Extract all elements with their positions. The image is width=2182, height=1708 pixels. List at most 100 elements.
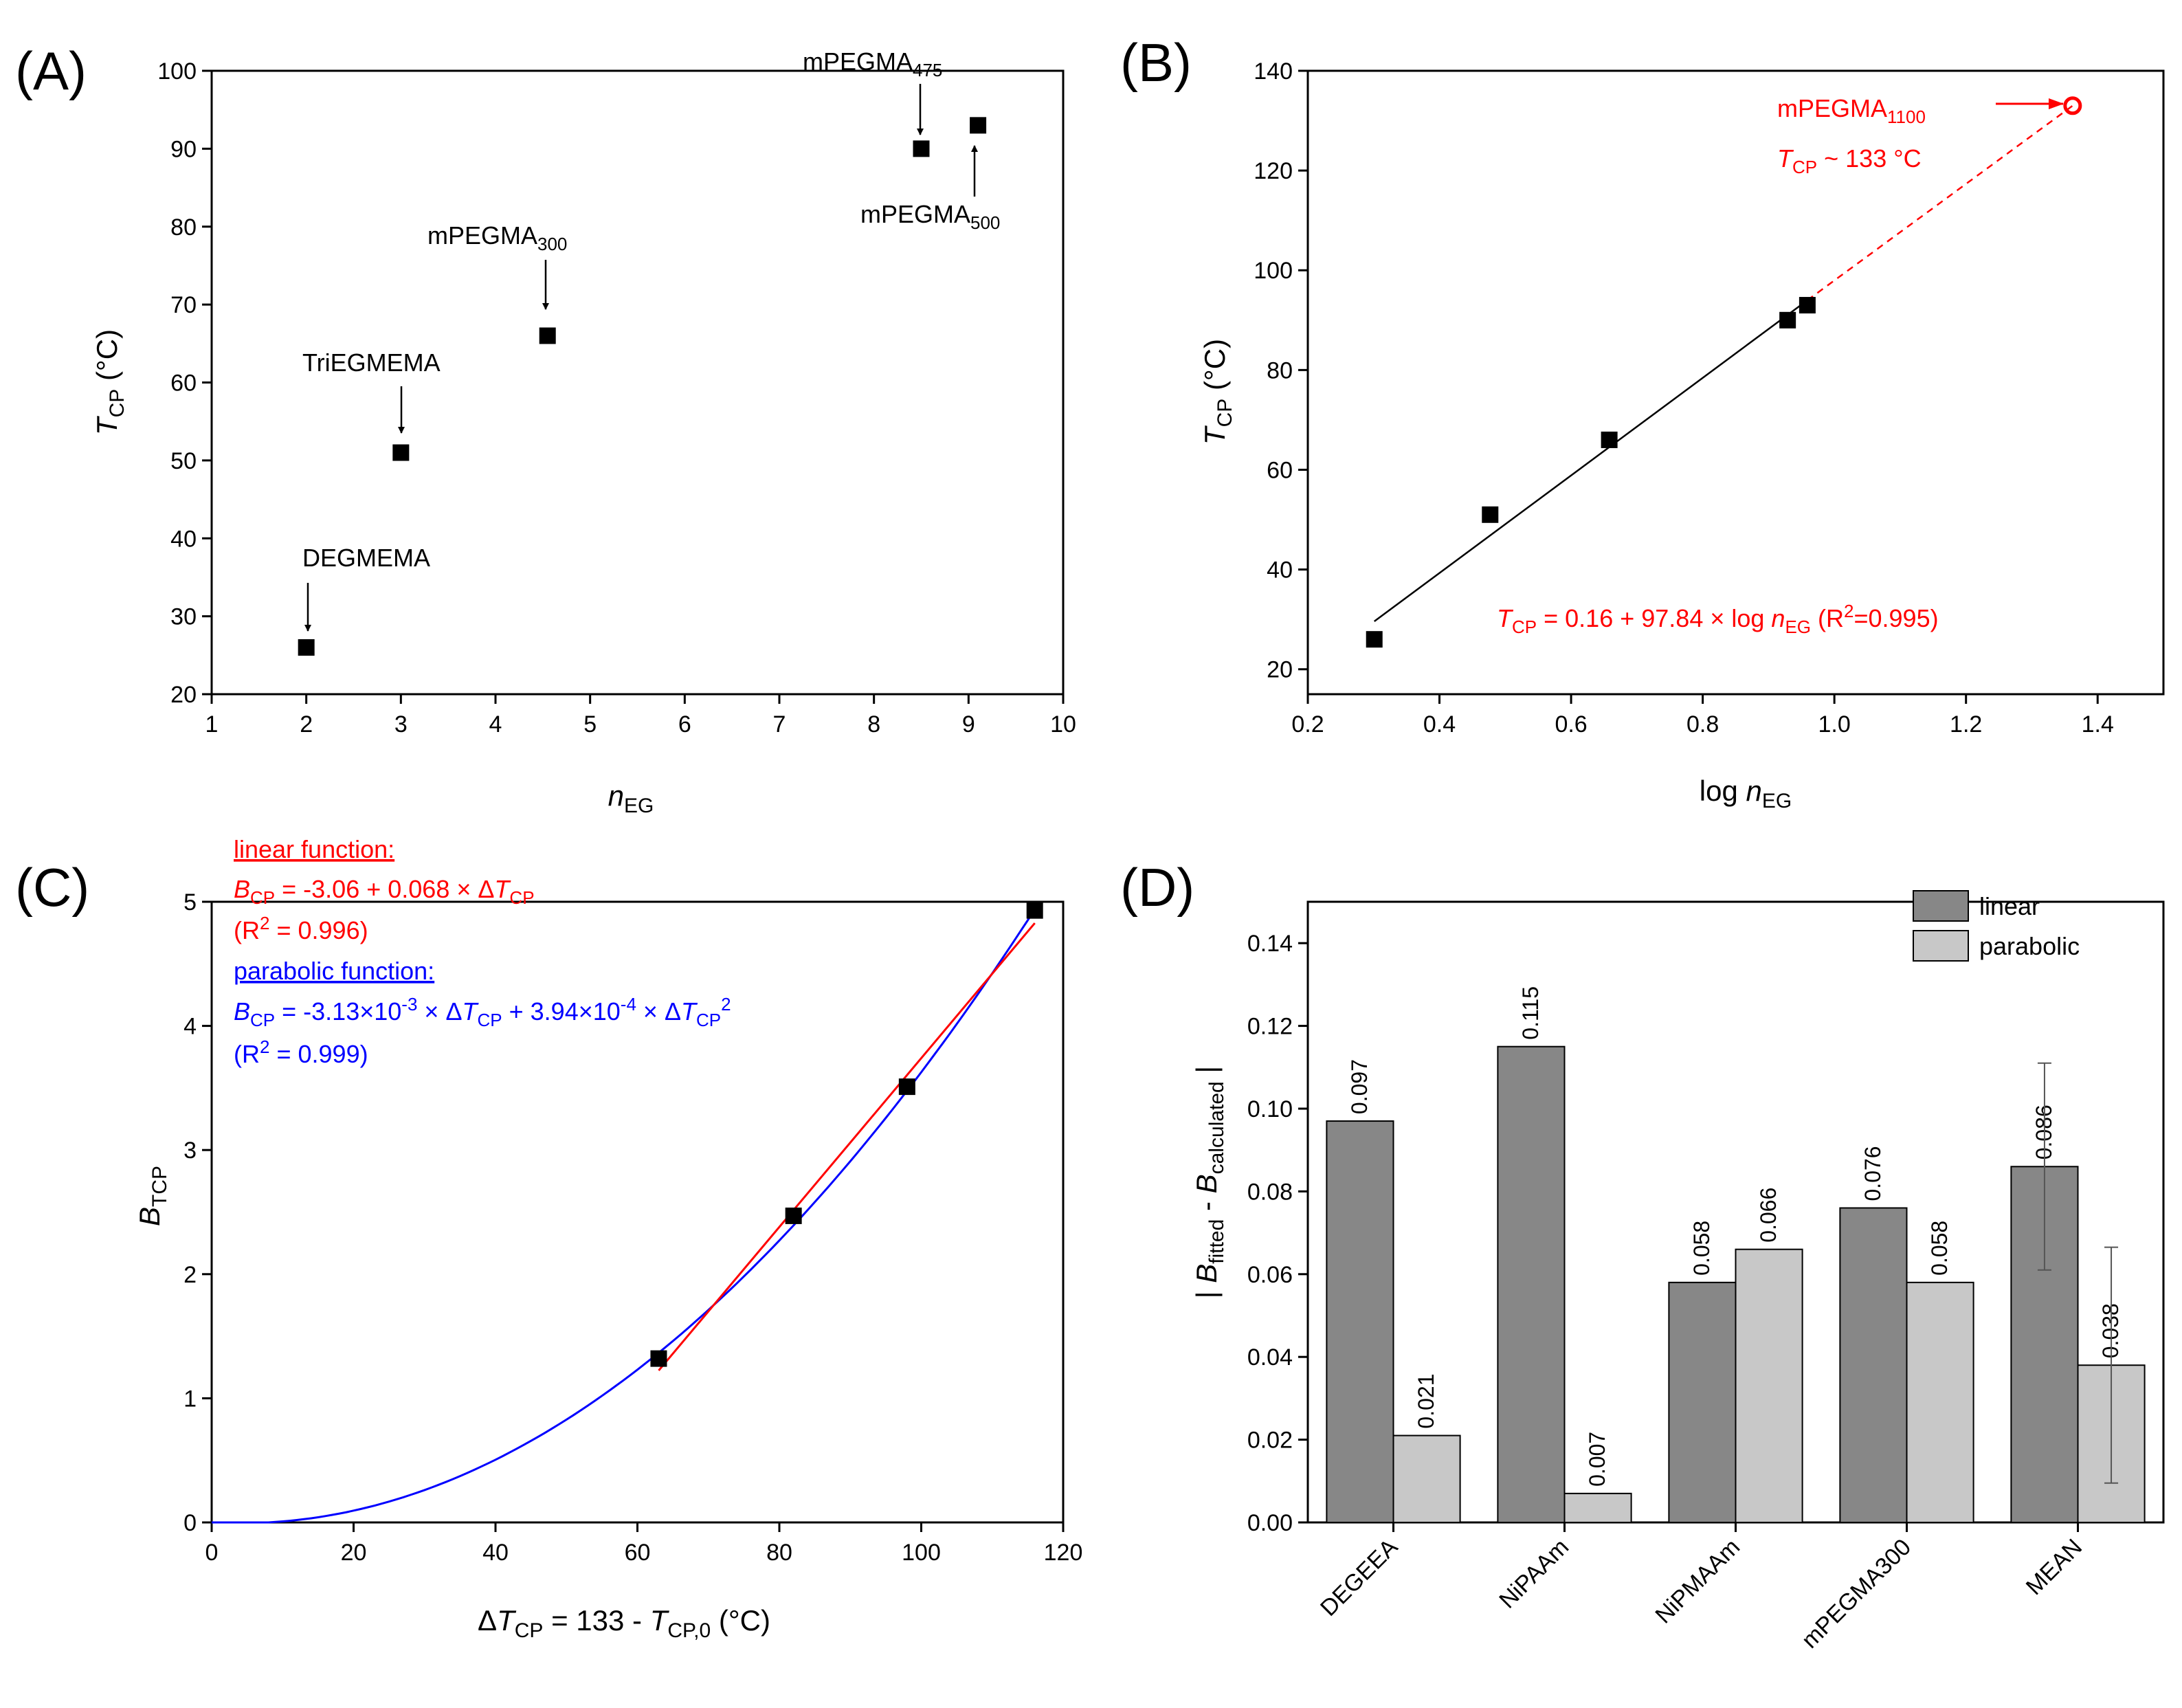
panel-d-bar-parabolic [1906, 1281, 1974, 1523]
panel-d-y-tick-label: 0.14 [1247, 931, 1293, 957]
panel-d-bar-value-label: 0.021 [1414, 1374, 1438, 1429]
panel-d-marks: 0.097 0.021 0.115 0.007 0.058 0.066 0.076 0.058… [1326, 986, 2146, 1524]
panel-c-x-tick-label: 120 [1044, 1540, 1083, 1566]
panel-a-x-tick-label: 2 [300, 711, 313, 737]
panel-b-plot-frame [1306, 69, 2165, 696]
panel-c-x-axis-label: ΔTCP = 133 - TCP,0 (°C) [478, 1604, 770, 1642]
panel-d-y-tick-label: 0.12 [1247, 1014, 1293, 1040]
panel-a-x-tick-label: 10 [1050, 711, 1076, 737]
parabolic-function-r2: (R2 = 0.999) [234, 1036, 368, 1068]
panel-b-x-tick-label: 0.6 [1555, 711, 1587, 737]
panel-b-x-tick-label: 1.4 [2082, 711, 2114, 737]
panel-a-y-tick-label: 30 [170, 604, 197, 630]
panel-a-y-axis-label: TCP (°C) [91, 329, 129, 435]
panel-c-data-point [1026, 902, 1043, 919]
panel-b: (B) 0.2 0.4 0.6 0.8 1.0 1.2 1.4 20 40 60 80 100 120 1… [1120, 32, 2165, 812]
panel-a-y-tick-label: 50 [170, 448, 197, 474]
panel-d-bar-parabolic [1392, 1434, 1461, 1524]
panel-b-x-tick-label: 1.0 [1818, 711, 1851, 737]
panel-c-axes: 0 20 40 60 80 100 120 0 1 2 3 4 5 [183, 889, 1082, 1566]
panel-b-axes: 0.2 0.4 0.6 0.8 1.0 1.2 1.4 20 40 60 80 100 120 140 [1254, 58, 2165, 737]
panel-b-x-axis-label: log nEG [1700, 775, 1792, 812]
panel-b-y-tick-label: 60 [1267, 457, 1293, 483]
panel-c: (C) 0 20 40 60 80 100 120 0 1 2 3 4 5 ΔTCP = 133 - T… [15, 835, 1082, 1642]
panel-b-annotation-mpegma1100: mPEGMA1100 [1777, 94, 1926, 127]
panel-b-y-tick-label: 140 [1254, 58, 1293, 85]
panel-d-category-label: NiPMAAm [1650, 1534, 1745, 1629]
panel-d-bar-parabolic [1735, 1248, 1803, 1524]
panel-c-x-tick-label: 0 [205, 1540, 219, 1566]
panel-a-x-axis-label: nEG [608, 779, 654, 817]
panel-c-data-point [650, 1350, 667, 1367]
panel-b-y-axis-label: TCP (°C) [1199, 339, 1236, 445]
panel-c-y-tick-label: 0 [183, 1510, 197, 1536]
panel-a-x-tick-label: 1 [205, 711, 219, 737]
panel-c-legend-text: linear function: BCP = -3.06 + 0.068 × Δ… [234, 835, 731, 1068]
panel-c-parabolic-curve [212, 909, 1036, 1524]
panel-c-x-tick-label: 40 [482, 1540, 509, 1566]
annotation-mpegma500: mPEGMA500 [860, 200, 1000, 233]
panel-d-y-tick-label: 0.02 [1247, 1428, 1293, 1454]
panel-c-y-tick-label: 5 [183, 889, 197, 916]
panel-c-plot-frame [210, 900, 1065, 1524]
panel-c-x-tick-label: 80 [766, 1540, 792, 1566]
panel-d-y-tick-label: 0.10 [1247, 1096, 1293, 1122]
panel-a-data-point [970, 117, 987, 134]
panel-d-y-axis-label: | Bfitted - Bcalculated | [1190, 1066, 1228, 1299]
panel-b-fit-equation: TCP = 0.16 + 97.84 × log nEG (R2=0.995) [1497, 601, 1939, 637]
parabolic-function-title: parabolic function: [234, 957, 434, 985]
legend-swatch-parabolic [1913, 930, 1969, 962]
panel-b-fit-line [1373, 299, 1808, 622]
annotation-mpegma300: mPEGMA300 [427, 221, 567, 254]
panel-d-y-tick-label: 0.00 [1247, 1510, 1293, 1536]
panel-b-x-tick-label: 0.8 [1686, 711, 1719, 737]
panel-b-data-point [1366, 631, 1383, 648]
panel-b-y-tick-label: 100 [1254, 258, 1293, 284]
panel-a-data-point [539, 327, 556, 344]
panel-a-data-point [913, 140, 930, 157]
panel-d-y-tick-label: 0.06 [1247, 1262, 1293, 1288]
panel-a-plot-frame [210, 69, 1065, 696]
panel-a: (A) 1 2 3 4 5 6 7 8 9 10 20 30 40 50 60 70 80 90 100 nEG T… [15, 41, 1076, 817]
panel-d-y-tick-label: 0.04 [1247, 1344, 1293, 1371]
panel-a-y-tick-label: 70 [170, 292, 197, 318]
panel-d-y-tick-label: 0.08 [1247, 1179, 1293, 1205]
panel-b-annotation-tcp: TCP ~ 133 °C [1777, 144, 1922, 177]
annotation-degmema: DEGMEMA [302, 544, 430, 572]
panel-c-y-tick-label: 3 [183, 1138, 197, 1164]
panel-d-bar-value-label: 0.058 [1927, 1221, 1952, 1276]
panel-b-y-tick-label: 40 [1267, 557, 1293, 584]
panel-c-marks [212, 902, 1043, 1524]
panel-a-data-point [298, 639, 315, 656]
linear-function-equation: BCP = -3.06 + 0.068 × ΔTCP [234, 875, 535, 908]
panel-b-x-tick-label: 0.4 [1423, 711, 1456, 737]
legend-swatch-linear [1913, 890, 1969, 922]
panel-a-x-tick-label: 9 [962, 711, 975, 737]
panel-a-y-tick-label: 60 [170, 370, 197, 397]
panel-a-x-tick-label: 3 [394, 711, 408, 737]
panel-b-extrapolation-line [1807, 104, 2073, 301]
panel-a-y-tick-label: 90 [170, 136, 197, 162]
panel-d-bar-value-label: 0.115 [1518, 986, 1543, 1040]
panel-d-bar-linear [1839, 1207, 1908, 1523]
panel-b-y-tick-label: 20 [1267, 657, 1293, 683]
panel-b-y-tick-label: 80 [1267, 357, 1293, 384]
panel-d-label: (D) [1120, 857, 1194, 918]
panel-c-y-axis-label: BTCP [133, 1166, 171, 1226]
panel-b-marks [1366, 96, 2082, 648]
panel-d-bar-value-label: 0.058 [1689, 1221, 1714, 1276]
panel-c-data-point [898, 1078, 915, 1096]
panel-b-data-point [1482, 506, 1499, 523]
panel-a-x-tick-label: 8 [867, 711, 880, 737]
panel-c-data-point [785, 1207, 802, 1224]
panel-d-bar-value-label: 0.097 [1347, 1059, 1372, 1114]
annotation-mpegma475: mPEGMA475 [803, 47, 942, 80]
panel-d-legend: linear parabolic [1913, 890, 2080, 962]
parabolic-function-equation: BCP = -3.13×10-3 × ΔTCP + 3.94×10-4 × ΔT… [234, 994, 731, 1030]
panel-a-axes: 1 2 3 4 5 6 7 8 9 10 20 30 40 50 60 70 80 90 100 [157, 58, 1076, 737]
panel-a-y-tick-label: 20 [170, 682, 197, 708]
panel-b-x-tick-label: 0.2 [1291, 711, 1324, 737]
panel-a-marks [298, 117, 987, 656]
panel-c-y-tick-label: 1 [183, 1386, 197, 1412]
